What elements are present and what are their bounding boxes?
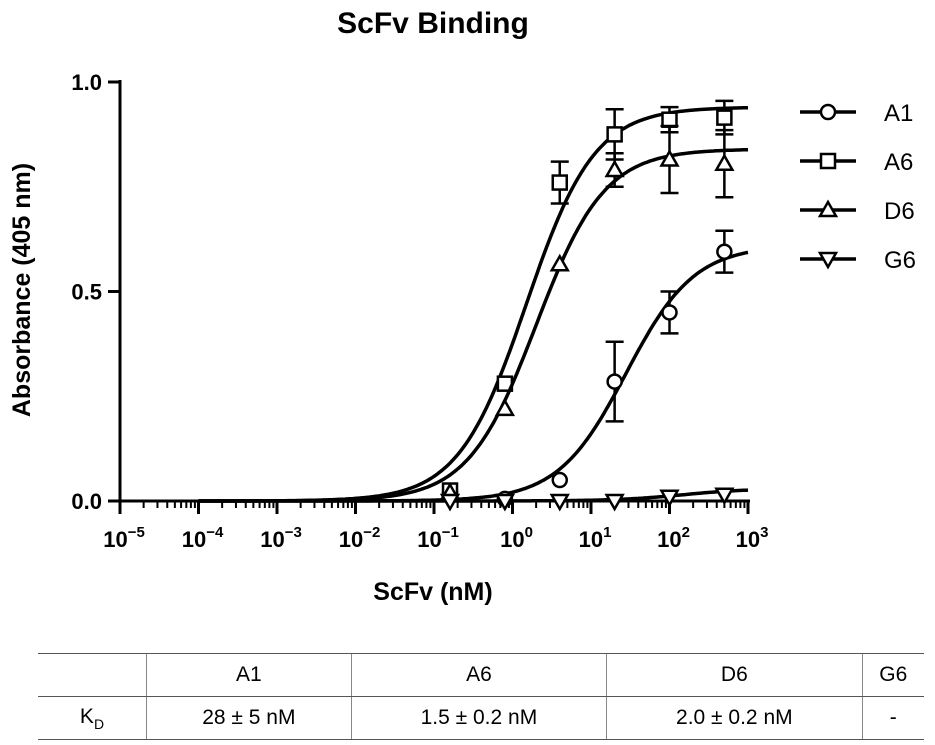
legend-marker-a1 xyxy=(819,103,837,121)
point-a6 xyxy=(606,126,623,143)
legend-label-d6: D6 xyxy=(884,198,915,225)
kd-table-header-row: A1 A6 D6 G6 xyxy=(38,653,924,697)
legend-label-a1: A1 xyxy=(884,100,913,127)
kd-table-value-row: KD 28 ± 5 nM 1.5 ± 0.2 nM 2.0 ± 0.2 nM - xyxy=(38,696,924,740)
y-tick-label: 0.0 xyxy=(71,489,102,514)
kd-value-a1: 28 ± 5 nM xyxy=(146,696,352,740)
fit-curve-d6 xyxy=(198,147,749,503)
x-axis-label: ScFv (nM) xyxy=(373,578,492,606)
fit-curve-g6 xyxy=(198,488,749,503)
kd-value-d6: 2.0 ± 0.2 nM xyxy=(606,696,863,740)
y-tick-label: 0.5 xyxy=(71,280,102,305)
point-a1 xyxy=(716,243,733,260)
legend-label-a6: A6 xyxy=(884,149,913,176)
kd-row-label: KD xyxy=(38,696,147,740)
y-axis-label: Absorbance (405 nm) xyxy=(8,163,36,417)
x-tick-label: 10−4 xyxy=(182,524,224,552)
axes: 0.0 0.5 1.0 10−5 10−4 10−3 10−2 10−1 100 101 102 10… xyxy=(71,70,768,552)
point-g6 xyxy=(494,493,516,512)
point-g6 xyxy=(439,493,461,512)
point-d6 xyxy=(494,398,516,417)
kd-header-a6: A6 xyxy=(350,653,607,697)
point-g6 xyxy=(714,487,735,506)
series-a1 xyxy=(198,229,749,508)
kd-header-a1: A1 xyxy=(146,653,352,697)
point-d6 xyxy=(659,148,680,167)
point-d6 xyxy=(549,253,570,272)
point-d6 xyxy=(714,153,735,171)
point-a6 xyxy=(661,111,678,128)
legend-marker-a6 xyxy=(819,152,837,170)
point-g6 xyxy=(659,489,680,508)
point-d6 xyxy=(604,159,625,178)
point-g6 xyxy=(604,493,625,512)
x-tick-label: 10−3 xyxy=(260,524,302,552)
kd-header-g6: G6 xyxy=(861,653,924,697)
y-tick-label: 1.0 xyxy=(71,70,102,95)
point-a1 xyxy=(606,373,623,390)
legend-marker-g6 xyxy=(817,251,839,270)
kd-header-d6: D6 xyxy=(606,653,863,697)
kd-value-g6: - xyxy=(861,696,924,740)
point-a1 xyxy=(661,304,678,321)
binding-chart: ScFv Binding Absorbance (405 nm) ScFv (n… xyxy=(8,7,916,606)
kd-value-a6: 1.5 ± 0.2 nM xyxy=(350,696,607,740)
legend-marker-d6 xyxy=(817,199,839,218)
x-tick-label: 102 xyxy=(657,524,690,552)
kd-row-label-main: K xyxy=(79,704,94,728)
point-g6 xyxy=(549,493,570,512)
x-tick-label: 100 xyxy=(500,524,533,552)
legend: A1 A6 D6 G6 xyxy=(800,100,916,274)
x-tick-label: 103 xyxy=(736,524,769,552)
fit-curve-a1 xyxy=(198,250,749,503)
legend-label-g6: G6 xyxy=(884,247,916,274)
x-tick-label: 10−1 xyxy=(417,524,459,552)
point-a6 xyxy=(551,174,569,191)
kd-table-corner xyxy=(38,653,147,697)
plot-area xyxy=(198,99,749,512)
x-tick-label: 10−2 xyxy=(339,524,381,552)
chart-title: ScFv Binding xyxy=(337,7,529,40)
kd-table: A1 A6 D6 G6 KD 28 ± 5 nM 1.5 ± 0.2 nM 2.… xyxy=(38,653,924,740)
kd-row-label-sub: D xyxy=(93,715,105,732)
x-tick-label: 10−5 xyxy=(103,524,145,552)
x-tick-label: 101 xyxy=(579,524,612,552)
point-a1 xyxy=(551,471,569,489)
point-a6 xyxy=(716,109,733,126)
series-g6 xyxy=(198,487,749,512)
